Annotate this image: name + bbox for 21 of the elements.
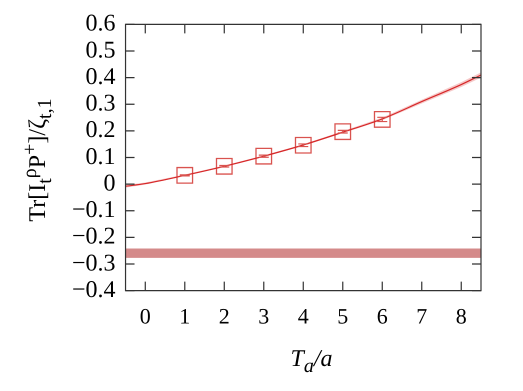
y-tick-label: 0.2 — [86, 117, 116, 144]
x-tick-label: 2 — [218, 304, 230, 329]
y-tick-label: 0 — [104, 170, 116, 196]
y-tick-label: 0.5 — [86, 37, 116, 64]
y-tick-label: 0.4 — [86, 64, 116, 90]
x-tick-label: 1 — [179, 304, 190, 329]
y-tick-label: −0.4 — [72, 276, 116, 303]
y-tick-label: 0.3 — [86, 90, 116, 117]
y-tick-label: 0.6 — [86, 10, 116, 37]
x-axis-title: T$_{a}$/a — [289, 346, 334, 378]
x-tick-label: 0 — [140, 304, 151, 329]
x-tick-label: 8 — [456, 304, 467, 329]
x-tick-label: 5 — [337, 304, 348, 329]
x-tick-label: 4 — [298, 304, 309, 329]
x-tick-label: 3 — [258, 304, 270, 329]
y-tick-label: −0.1 — [72, 197, 116, 224]
y-tick-label: −0.2 — [72, 224, 116, 250]
x-tick-label: 7 — [416, 304, 428, 329]
x-tick-label: 6 — [376, 304, 388, 329]
y-tick-label: −0.3 — [72, 250, 116, 276]
y-tick-label: 0.1 — [86, 144, 116, 170]
